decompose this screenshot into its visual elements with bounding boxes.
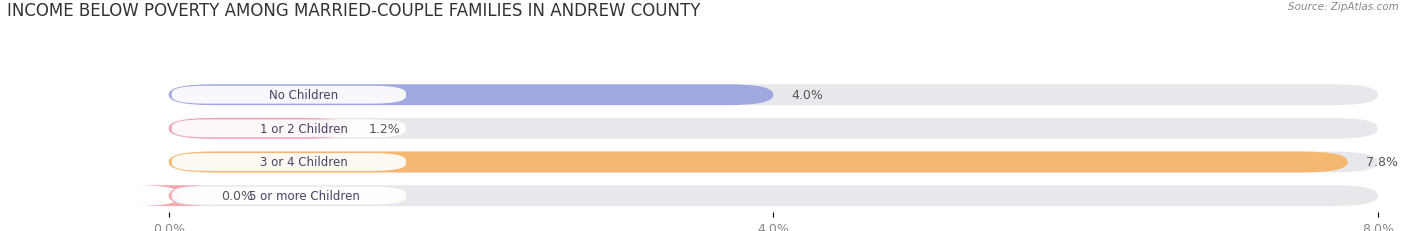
FancyBboxPatch shape: [135, 185, 214, 206]
FancyBboxPatch shape: [169, 152, 1347, 173]
FancyBboxPatch shape: [169, 85, 1378, 106]
Text: 0.0%: 0.0%: [222, 189, 253, 202]
Text: 1 or 2 Children: 1 or 2 Children: [260, 122, 347, 135]
Text: No Children: No Children: [270, 89, 339, 102]
FancyBboxPatch shape: [172, 153, 406, 171]
FancyBboxPatch shape: [169, 119, 1378, 139]
FancyBboxPatch shape: [169, 85, 773, 106]
Text: 1.2%: 1.2%: [368, 122, 399, 135]
Text: Source: ZipAtlas.com: Source: ZipAtlas.com: [1288, 2, 1399, 12]
FancyBboxPatch shape: [169, 119, 350, 139]
Text: 7.8%: 7.8%: [1365, 156, 1398, 169]
Text: INCOME BELOW POVERTY AMONG MARRIED-COUPLE FAMILIES IN ANDREW COUNTY: INCOME BELOW POVERTY AMONG MARRIED-COUPL…: [7, 2, 700, 20]
FancyBboxPatch shape: [169, 185, 1378, 206]
FancyBboxPatch shape: [172, 120, 406, 138]
Text: 5 or more Children: 5 or more Children: [249, 189, 360, 202]
FancyBboxPatch shape: [172, 187, 406, 205]
Text: 4.0%: 4.0%: [792, 89, 824, 102]
FancyBboxPatch shape: [172, 86, 406, 104]
FancyBboxPatch shape: [169, 152, 1378, 173]
Text: 3 or 4 Children: 3 or 4 Children: [260, 156, 347, 169]
